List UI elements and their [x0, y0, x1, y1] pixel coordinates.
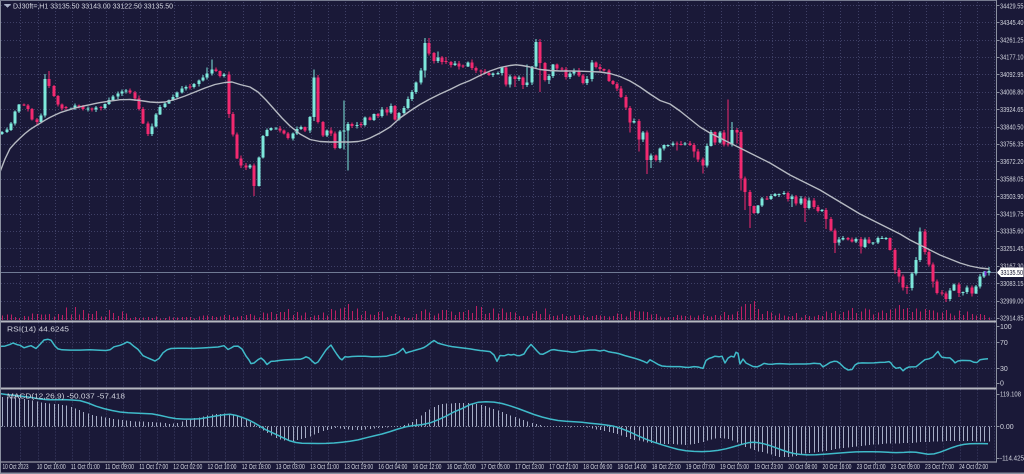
svg-text:33840.50: 33840.50 [1000, 124, 1024, 131]
svg-text:17 Oct 21:00: 17 Oct 21:00 [549, 464, 578, 471]
svg-text:0: 0 [1000, 381, 1004, 388]
svg-text:17 Oct 05:00: 17 Oct 05:00 [481, 464, 510, 471]
svg-text:20 Oct 08:00: 20 Oct 08:00 [788, 464, 817, 471]
svg-text:19 Oct 07:00: 19 Oct 07:00 [686, 464, 715, 471]
svg-text:23 Oct 17:00: 23 Oct 17:00 [925, 464, 954, 471]
svg-text:33588.05: 33588.05 [1000, 177, 1024, 184]
svg-text:30: 30 [1000, 366, 1008, 373]
svg-text:33251.45: 33251.45 [1000, 246, 1024, 253]
svg-text:11 Oct 01:00: 11 Oct 01:00 [71, 464, 100, 471]
svg-text:33083.15: 33083.15 [1000, 281, 1024, 288]
svg-text:70: 70 [1000, 340, 1008, 347]
svg-text:11 Oct 17:00: 11 Oct 17:00 [139, 464, 168, 471]
svg-text:33135.50: 33135.50 [1001, 270, 1024, 277]
svg-text:34177.10: 34177.10 [1000, 55, 1024, 62]
svg-text:33503.90: 33503.90 [1000, 194, 1024, 201]
svg-text:13 Oct 03:00: 13 Oct 03:00 [276, 464, 305, 471]
svg-text:18 Oct 22:00: 18 Oct 22:00 [652, 464, 681, 471]
svg-text:16 Oct 04:00: 16 Oct 04:00 [378, 464, 407, 471]
svg-text:19 Oct 15:00: 19 Oct 15:00 [720, 464, 749, 471]
svg-text:34008.80: 34008.80 [1000, 90, 1024, 97]
svg-text:32914.85: 32914.85 [1000, 316, 1024, 323]
svg-text:33419.75: 33419.75 [1000, 211, 1024, 218]
svg-text:24 Oct 02:00: 24 Oct 02:00 [959, 464, 988, 471]
svg-text:119.108: 119.108 [1000, 392, 1021, 399]
svg-text:-114.425: -114.425 [1000, 456, 1024, 463]
svg-text:34261.25: 34261.25 [1000, 37, 1024, 44]
svg-text:34092.95: 34092.95 [1000, 72, 1024, 79]
svg-text:20 Oct 16:00: 20 Oct 16:00 [823, 464, 852, 471]
svg-text:12 Oct 02:00: 12 Oct 02:00 [173, 464, 202, 471]
svg-text:13 Oct 11:00: 13 Oct 11:00 [310, 464, 339, 471]
svg-text:32999.00: 32999.00 [1000, 298, 1024, 305]
svg-text:RSI(14) 44.6245: RSI(14) 44.6245 [7, 327, 69, 334]
svg-text:19 Oct 23:00: 19 Oct 23:00 [754, 464, 783, 471]
svg-text:MACD(12,26,9) -50.037 -57.418: MACD(12,26,9) -50.037 -57.418 [7, 394, 125, 401]
svg-text:13 Oct 19:00: 13 Oct 19:00 [344, 464, 373, 471]
svg-text:34345.40: 34345.40 [1000, 20, 1024, 27]
svg-text:11 Oct 09:00: 11 Oct 09:00 [105, 464, 134, 471]
svg-text:34429.55: 34429.55 [1000, 4, 1024, 11]
svg-text:23 Oct 09:00: 23 Oct 09:00 [891, 464, 920, 471]
svg-text:12 Oct 10:00: 12 Oct 10:00 [208, 464, 237, 471]
svg-text:17 Oct 13:00: 17 Oct 13:00 [515, 464, 544, 471]
svg-text:33167.30: 33167.30 [1000, 264, 1024, 271]
svg-text:16 Oct 20:00: 16 Oct 20:00 [447, 464, 476, 471]
svg-text:18 Oct 06:00: 18 Oct 06:00 [583, 464, 612, 471]
svg-text:10 Oct 16:00: 10 Oct 16:00 [37, 464, 66, 471]
svg-text:12 Oct 18:00: 12 Oct 18:00 [242, 464, 271, 471]
svg-text:33924.65: 33924.65 [1000, 107, 1024, 114]
svg-text:33335.60: 33335.60 [1000, 229, 1024, 236]
svg-text:100: 100 [1000, 324, 1012, 331]
svg-text:10 Oct 2023: 10 Oct 2023 [3, 464, 29, 471]
svg-text:33672.20: 33672.20 [1000, 159, 1024, 166]
svg-text:DJ30ft=,H1 33135.50 33143.00: DJ30ft=,H1 33135.50 33143.00 33122.50 33… [13, 4, 173, 11]
svg-text:33756.35: 33756.35 [1000, 142, 1024, 149]
svg-text:18 Oct 14:00: 18 Oct 14:00 [618, 464, 647, 471]
svg-text:16 Oct 12:00: 16 Oct 12:00 [413, 464, 442, 471]
svg-text:23 Oct 01:00: 23 Oct 01:00 [857, 464, 886, 471]
svg-text:0.00: 0.00 [1000, 424, 1014, 431]
